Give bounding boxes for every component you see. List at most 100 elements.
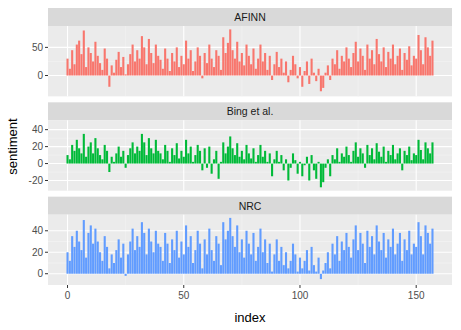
bar xyxy=(171,148,173,163)
bar xyxy=(287,268,289,273)
bar xyxy=(99,252,101,273)
bar xyxy=(134,61,136,75)
bar xyxy=(157,56,159,76)
bar xyxy=(250,64,252,75)
bar xyxy=(148,229,150,274)
bar xyxy=(129,148,131,163)
bar xyxy=(315,76,317,82)
facet-strip xyxy=(48,197,452,215)
bar xyxy=(118,52,120,76)
bar xyxy=(259,45,261,76)
bar xyxy=(392,229,394,274)
bar xyxy=(255,162,257,164)
bar xyxy=(250,158,252,163)
bar xyxy=(146,155,148,163)
bar xyxy=(176,47,178,75)
bar xyxy=(408,147,410,164)
bar xyxy=(311,247,313,274)
bar xyxy=(80,54,82,75)
bar xyxy=(278,162,280,164)
bar xyxy=(215,50,217,75)
bar xyxy=(390,155,392,163)
bar xyxy=(306,250,308,274)
bar xyxy=(69,69,71,76)
bar xyxy=(222,222,224,274)
bar xyxy=(136,236,138,274)
minor-grid xyxy=(48,138,452,139)
bar xyxy=(373,254,375,273)
bar xyxy=(78,242,80,274)
bar xyxy=(171,53,173,76)
bar xyxy=(185,41,187,76)
bar xyxy=(271,272,273,274)
bar xyxy=(301,76,303,87)
bar xyxy=(141,134,143,164)
bar xyxy=(259,145,261,164)
panel-background xyxy=(48,120,452,190)
bar xyxy=(104,236,106,274)
bar xyxy=(369,247,371,274)
bar xyxy=(150,53,152,76)
bar xyxy=(155,140,157,164)
bar xyxy=(243,258,245,274)
bar xyxy=(252,148,254,163)
bar xyxy=(329,164,331,177)
tick-label: 0 xyxy=(37,158,43,169)
bar xyxy=(378,152,380,164)
bar xyxy=(92,244,94,274)
bar xyxy=(218,244,220,274)
facet-strip xyxy=(48,102,452,120)
bar xyxy=(152,252,154,273)
bar xyxy=(424,37,426,75)
bar xyxy=(413,153,415,163)
tick-mark xyxy=(45,273,48,274)
bar xyxy=(406,60,408,76)
bar xyxy=(269,56,271,76)
axis-title: index xyxy=(234,310,266,325)
bar xyxy=(152,63,154,75)
bar xyxy=(387,239,389,273)
bar xyxy=(366,231,368,274)
bar xyxy=(229,136,231,163)
bar xyxy=(413,56,415,76)
bar xyxy=(294,254,296,273)
bar xyxy=(211,164,213,174)
bar xyxy=(164,233,166,274)
bar xyxy=(143,142,145,163)
bar xyxy=(371,50,373,75)
bar xyxy=(287,164,289,181)
bar xyxy=(285,159,287,163)
bar xyxy=(304,164,306,166)
bar xyxy=(71,50,73,75)
bar xyxy=(245,231,247,274)
bar xyxy=(404,151,406,164)
bar xyxy=(318,69,320,76)
bar xyxy=(204,148,206,163)
bar xyxy=(318,258,320,274)
bar xyxy=(322,271,324,274)
bar xyxy=(338,69,340,76)
bar xyxy=(78,148,80,163)
bar xyxy=(118,147,120,164)
bar xyxy=(206,63,208,75)
bar xyxy=(199,151,201,164)
bar xyxy=(157,244,159,274)
bar xyxy=(108,76,110,87)
bar xyxy=(90,225,92,273)
bar xyxy=(129,54,131,75)
bar xyxy=(285,252,287,273)
bar xyxy=(306,61,308,75)
bar xyxy=(297,272,299,274)
bar xyxy=(376,225,378,273)
bar xyxy=(194,250,196,274)
bar xyxy=(166,244,168,274)
bar xyxy=(276,151,278,164)
bar xyxy=(134,153,136,163)
bar xyxy=(139,59,141,76)
bar xyxy=(85,67,87,75)
bar xyxy=(334,64,336,75)
bar xyxy=(359,49,361,76)
bar xyxy=(127,155,129,163)
bar xyxy=(280,247,282,274)
tick-mark xyxy=(45,180,48,181)
